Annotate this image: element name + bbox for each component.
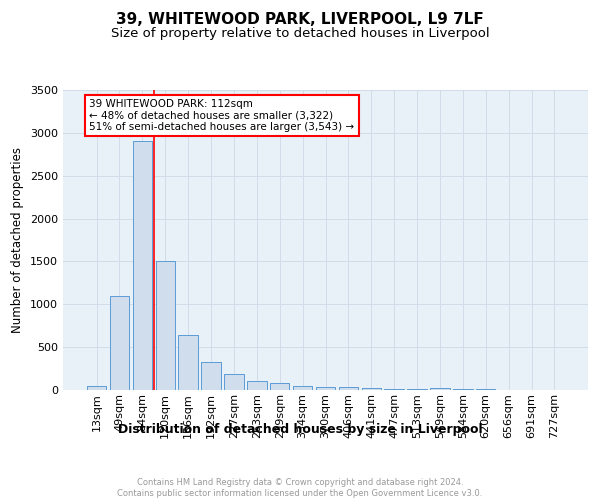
Bar: [385, 388, 404, 390]
Text: 39, WHITEWOOD PARK, LIVERPOOL, L9 7LF: 39, WHITEWOOD PARK, LIVERPOOL, L9 7LF: [116, 12, 484, 28]
Bar: [224, 374, 244, 390]
Bar: [202, 362, 221, 390]
Bar: [247, 382, 266, 390]
Text: Size of property relative to detached houses in Liverpool: Size of property relative to detached ho…: [110, 28, 490, 40]
Bar: [87, 386, 106, 390]
Bar: [293, 386, 313, 390]
Bar: [270, 382, 289, 390]
Bar: [430, 388, 449, 390]
Text: Contains HM Land Registry data © Crown copyright and database right 2024.
Contai: Contains HM Land Registry data © Crown c…: [118, 478, 482, 498]
Bar: [362, 388, 381, 390]
Bar: [407, 389, 427, 390]
Bar: [178, 335, 198, 390]
Bar: [133, 142, 152, 390]
Bar: [453, 389, 473, 390]
Y-axis label: Number of detached properties: Number of detached properties: [11, 147, 25, 333]
Text: Distribution of detached houses by size in Liverpool: Distribution of detached houses by size …: [118, 422, 482, 436]
Text: 39 WHITEWOOD PARK: 112sqm
← 48% of detached houses are smaller (3,322)
51% of se: 39 WHITEWOOD PARK: 112sqm ← 48% of detac…: [89, 99, 355, 132]
Bar: [338, 388, 358, 390]
Bar: [155, 262, 175, 390]
Bar: [476, 389, 496, 390]
Bar: [316, 387, 335, 390]
Bar: [110, 296, 129, 390]
